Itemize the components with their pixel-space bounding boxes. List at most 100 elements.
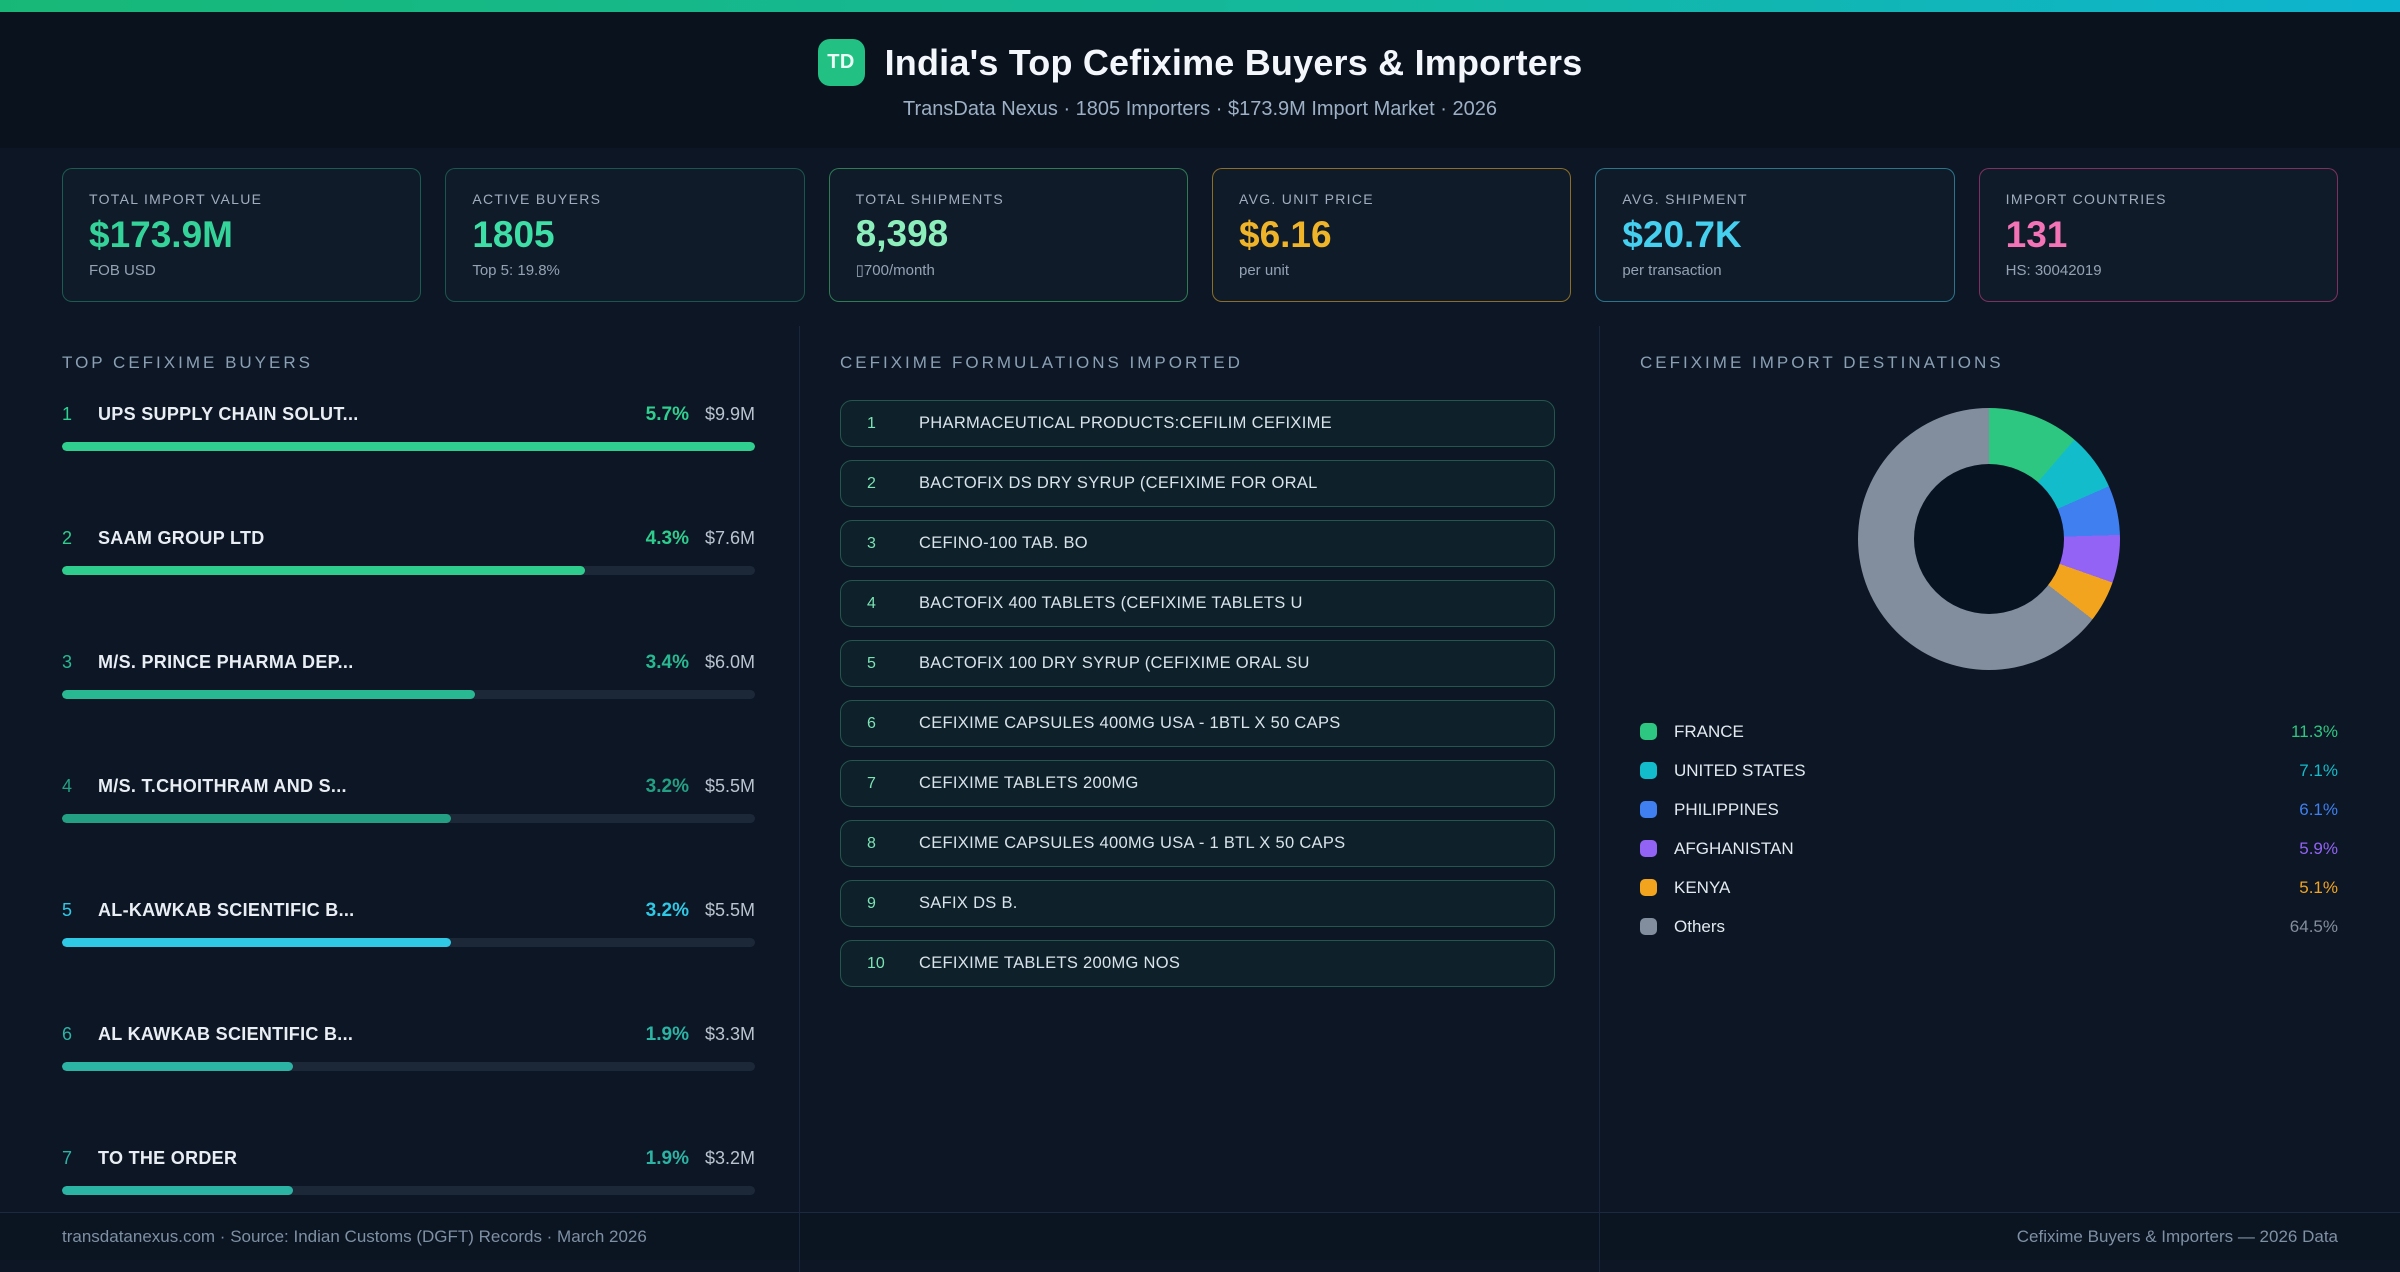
buyer-share-pct: 4.3% [645, 528, 689, 549]
buyer-value: $3.2M [704, 1148, 755, 1168]
formulation-text: CEFIXIME TABLETS 200MG [919, 774, 1139, 792]
buyers-panel: TOP CEFIXIME BUYERS 1 UPS SUPPLY CHAIN S… [0, 326, 800, 1272]
stat-subtext: ▯700/month [855, 262, 935, 279]
stat-subtext: FOB USD [89, 262, 156, 279]
stat-card: AVG. SHIPMENT $20.7K per transaction [1595, 168, 1955, 302]
buyer-rank: 1 [62, 404, 73, 424]
stat-subtext: per unit [1239, 262, 1290, 279]
legend-pct-value: 11.3% [2291, 721, 2338, 741]
buyers-section-title: TOP CEFIXIME BUYERS [62, 353, 313, 372]
formulation-number: 3 [867, 534, 876, 552]
accent-topbar [0, 0, 2400, 12]
formulations-list: 1 PHARMACEUTICAL PRODUCTS:CEFILIM CEFIXI… [840, 400, 1555, 987]
footer: transdatanexus.com · Source: Indian Cust… [0, 1212, 2400, 1260]
destinations-panel: CEFIXIME IMPORT DESTINATIONS FRANCE 11.3… [1600, 326, 2400, 1272]
header: TD India's Top Cefixime Buyers & Importe… [0, 12, 2400, 148]
buyer-bar-fill [62, 1186, 293, 1195]
formulation-item[interactable]: 9 SAFIX DS B. [840, 880, 1555, 927]
formulation-text: CEFIXIME CAPSULES 400MG USA - 1 BTL X 50… [919, 834, 1346, 852]
legend-pct-value: 7.1% [2299, 760, 2338, 780]
buyer-bar-fill [62, 690, 476, 699]
formulation-item[interactable]: 5 BACTOFIX 100 DRY SYRUP (CEFIXIME ORAL … [840, 640, 1555, 687]
formulation-text: BACTOFIX DS DRY SYRUP (CEFIXIME FOR ORAL [919, 474, 1318, 492]
buyer-row: 3 M/S. PRINCE PHARMA DEP... 3.4% $6.0M [62, 652, 755, 699]
stats-row: TOTAL IMPORT VALUE $173.9M FOB USD ACTIV… [0, 148, 2400, 326]
legend-item: AFGHANISTAN 5.9% [1640, 829, 2338, 868]
buyer-share-pct: 1.9% [645, 1148, 689, 1169]
formulation-item[interactable]: 6 CEFIXIME CAPSULES 400MG USA - 1BTL X 5… [840, 700, 1555, 747]
buyer-bar-fill [62, 566, 585, 575]
stat-card: IMPORT COUNTRIES 131 HS: 30042019 [1978, 168, 2338, 302]
stat-label: ACTIVE BUYERS [472, 191, 602, 207]
footer-source-text: transdatanexus.com · Source: Indian Cust… [62, 1226, 647, 1246]
buyer-name: M/S. T.CHOITHRAM AND S... [98, 776, 347, 796]
buyer-bar-track [62, 814, 755, 823]
formulations-section-title: CEFIXIME FORMULATIONS IMPORTED [840, 353, 1243, 372]
formulation-item[interactable]: 8 CEFIXIME CAPSULES 400MG USA - 1 BTL X … [840, 820, 1555, 867]
formulation-number: 9 [867, 894, 876, 912]
buyer-bar-track [62, 690, 755, 699]
buyer-row: 7 TO THE ORDER 1.9% $3.2M [62, 1148, 755, 1195]
stat-subtext: Top 5: 19.8% [472, 262, 560, 279]
buyer-rank: 3 [62, 652, 73, 672]
buyer-value: $5.5M [704, 900, 755, 920]
stat-label: AVG. UNIT PRICE [1239, 191, 1374, 207]
formulations-panel: CEFIXIME FORMULATIONS IMPORTED 1 PHARMAC… [800, 326, 1600, 1272]
formulation-text: SAFIX DS B. [919, 894, 1018, 912]
stat-label: TOTAL IMPORT VALUE [89, 191, 263, 207]
stat-card: TOTAL IMPORT VALUE $173.9M FOB USD [62, 168, 422, 302]
legend-color-swatch [1640, 762, 1657, 779]
main-content: TOP CEFIXIME BUYERS 1 UPS SUPPLY CHAIN S… [0, 326, 2400, 1272]
legend-color-swatch [1640, 840, 1657, 857]
buyer-bar-track [62, 566, 755, 575]
formulation-text: PHARMACEUTICAL PRODUCTS:CEFILIM CEFIXIME [919, 414, 1332, 432]
formulation-item[interactable]: 7 CEFIXIME TABLETS 200MG [840, 760, 1555, 807]
legend-color-swatch [1640, 723, 1657, 740]
page-subtitle: TransData Nexus · 1805 Importers · $173.… [903, 98, 1497, 120]
buyer-name: M/S. PRINCE PHARMA DEP... [98, 652, 354, 672]
formulation-number: 8 [867, 834, 876, 852]
buyer-rank: 6 [62, 1024, 73, 1044]
legend-item: UNITED STATES 7.1% [1640, 751, 2338, 790]
buyers-list: 1 UPS SUPPLY CHAIN SOLUT... 5.7% $9.9M 2… [62, 404, 755, 1195]
formulation-text: CEFIXIME TABLETS 200MG NOS [919, 954, 1181, 972]
legend-country-label: KENYA [1674, 877, 1731, 897]
legend-pct-value: 64.5% [2289, 916, 2338, 936]
destinations-donut-chart [1858, 408, 2120, 670]
page-title: India's Top Cefixime Buyers & Importers [884, 41, 1583, 83]
legend-pct-value: 6.1% [2299, 799, 2338, 819]
legend-pct-value: 5.1% [2299, 877, 2338, 897]
formulation-item[interactable]: 1 PHARMACEUTICAL PRODUCTS:CEFILIM CEFIXI… [840, 400, 1555, 447]
buyer-bar-fill [62, 442, 755, 451]
brand-logo-badge: TD [817, 39, 865, 86]
formulation-item[interactable]: 2 BACTOFIX DS DRY SYRUP (CEFIXIME FOR OR… [840, 460, 1555, 507]
buyer-value: $6.0M [704, 652, 755, 672]
formulation-text: CEFIXIME CAPSULES 400MG USA - 1BTL X 50 … [919, 714, 1341, 732]
formulation-item[interactable]: 10 CEFIXIME TABLETS 200MG NOS [840, 940, 1555, 987]
legend-item: FRANCE 11.3% [1640, 712, 2338, 751]
formulation-number: 4 [867, 594, 876, 612]
buyer-name: AL-KAWKAB SCIENTIFIC B... [98, 900, 355, 920]
stat-card: ACTIVE BUYERS 1805 Top 5: 19.8% [445, 168, 805, 302]
legend-country-label: AFGHANISTAN [1674, 838, 1794, 858]
stat-label: IMPORT COUNTRIES [2005, 191, 2167, 207]
formulation-number: 1 [867, 414, 876, 432]
legend-country-label: UNITED STATES [1674, 760, 1806, 780]
formulation-number: 7 [867, 774, 876, 792]
formulation-number: 2 [867, 474, 876, 492]
buyer-row: 1 UPS SUPPLY CHAIN SOLUT... 5.7% $9.9M [62, 404, 755, 451]
buyer-rank: 5 [62, 900, 73, 920]
stat-label: AVG. SHIPMENT [1622, 191, 1748, 207]
formulation-item[interactable]: 3 CEFINO-100 TAB. BO [840, 520, 1555, 567]
buyer-bar-fill [62, 814, 451, 823]
buyer-value: $5.5M [704, 776, 755, 796]
legend-pct-value: 5.9% [2299, 838, 2338, 858]
legend-item: PHILIPPINES 6.1% [1640, 790, 2338, 829]
legend-country-label: PHILIPPINES [1674, 799, 1779, 819]
formulation-item[interactable]: 4 BACTOFIX 400 TABLETS (CEFIXIME TABLETS… [840, 580, 1555, 627]
destinations-legend: FRANCE 11.3% UNITED STATES 7.1% PHILIPPI… [1640, 712, 2338, 946]
stat-label: TOTAL SHIPMENTS [855, 191, 1005, 207]
buyer-value: $3.3M [704, 1024, 755, 1044]
buyer-share-pct: 5.7% [645, 404, 689, 425]
buyer-share-pct: 1.9% [645, 1024, 689, 1045]
